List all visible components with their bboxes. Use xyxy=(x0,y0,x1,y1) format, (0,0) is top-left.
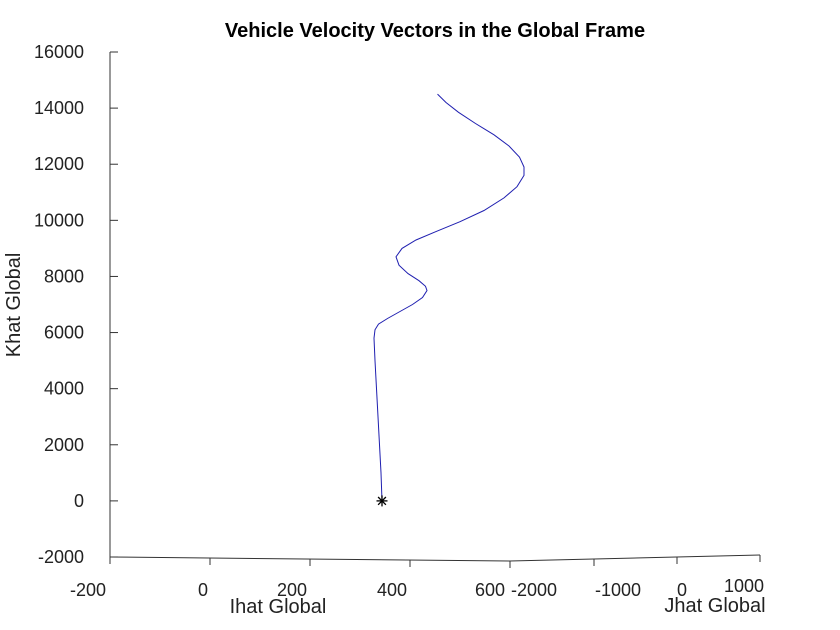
z-tick-label: 16000 xyxy=(34,42,84,62)
z-axis-label: Khat Global xyxy=(3,253,25,358)
x-tick-label: 600 xyxy=(475,580,505,600)
z-tick-label: 14000 xyxy=(34,98,84,118)
z-tick-label: 10000 xyxy=(34,210,84,230)
z-tick-label: 0 xyxy=(74,491,84,511)
z-tick-label: -2000 xyxy=(38,547,84,567)
z-tick-label: 6000 xyxy=(44,323,84,343)
floor-axes: -200 0 200 400 600 -2000 -1000 0 1000 xyxy=(70,554,764,600)
y-axis-label: Jhat Global xyxy=(664,595,765,617)
y-axis-line xyxy=(509,554,761,562)
x-tick-label: 0 xyxy=(198,580,208,600)
series-layer xyxy=(373,93,525,507)
x-tick-label: 400 xyxy=(377,580,407,600)
z-tick-label: 8000 xyxy=(44,266,84,286)
velocity-series-line xyxy=(373,93,525,501)
y-tick-label: 1000 xyxy=(724,576,764,596)
z-tick-label: 2000 xyxy=(44,435,84,455)
x-tick-label: -200 xyxy=(70,580,106,600)
x-tick-label: 200 xyxy=(277,580,307,600)
z-axis: -2000 0 2000 4000 6000 8000 10000 12000 14000 160… xyxy=(34,42,118,567)
z-tick-label: 12000 xyxy=(34,154,84,174)
z-tick-label: 4000 xyxy=(44,379,84,399)
start-marker xyxy=(376,495,388,507)
y-tick-label: -1000 xyxy=(595,580,641,600)
chart-title: Vehicle Velocity Vectors in the Global F… xyxy=(225,20,645,42)
start-marker-stroke xyxy=(377,496,387,506)
x-axis-label: Ihat Global xyxy=(230,596,327,618)
y-tick-label: 0 xyxy=(677,580,687,600)
y-tick-label: -2000 xyxy=(511,580,557,600)
